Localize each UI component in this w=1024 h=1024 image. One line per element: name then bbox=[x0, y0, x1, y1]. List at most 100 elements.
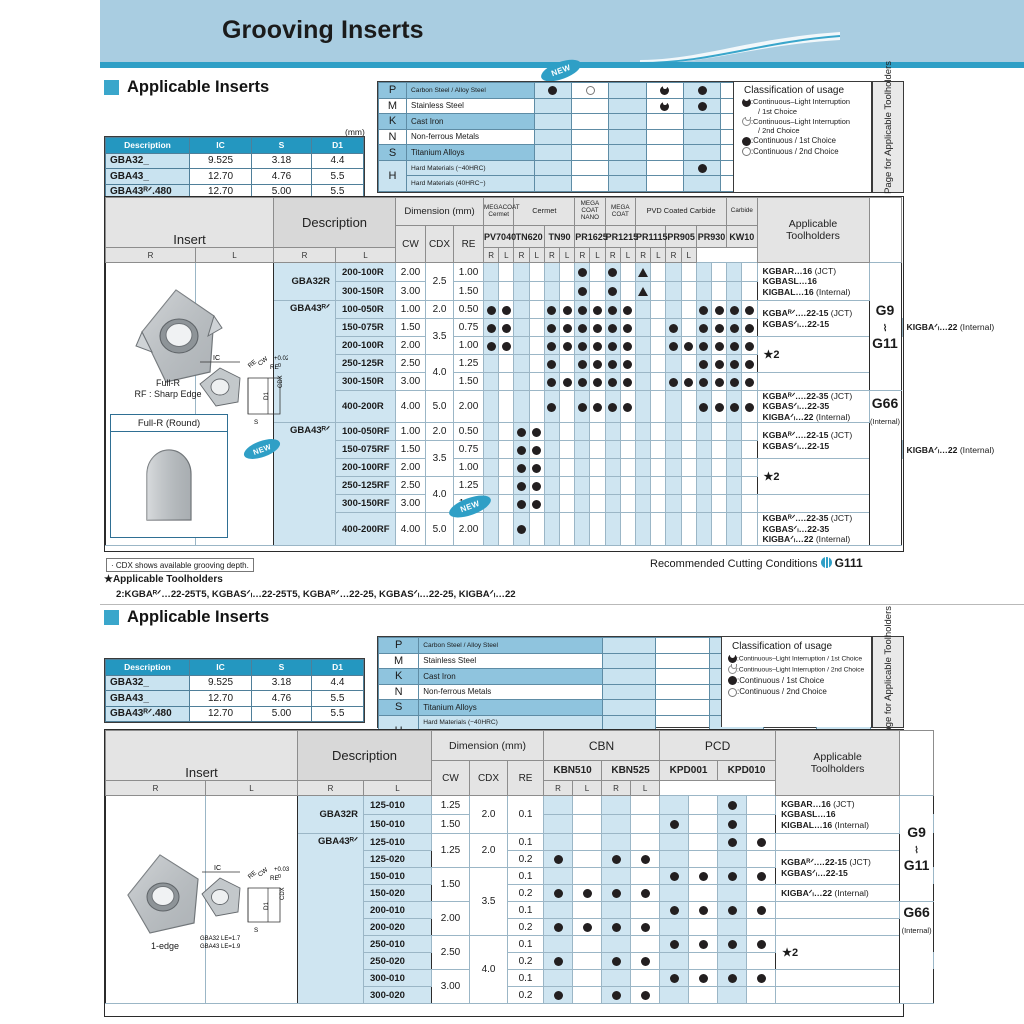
grade-mark-cell bbox=[483, 318, 500, 337]
grade-mark-cell bbox=[710, 372, 728, 391]
grade-mark-cell bbox=[680, 336, 697, 355]
section1-main-table: Insert Description Dimension (mm) MEGACOAT C… bbox=[104, 196, 994, 552]
filled-circle-icon bbox=[744, 359, 754, 369]
grade-mark-cell bbox=[619, 262, 637, 282]
grade-mark-cell bbox=[601, 918, 632, 936]
grade-mark-cell bbox=[574, 494, 591, 514]
desc-row: GBA43_ 12.70 4.76 5.5 bbox=[105, 690, 364, 707]
grade-mark-cell bbox=[695, 262, 712, 282]
grade-mark-cell bbox=[741, 354, 758, 373]
legend-line-1: :Continuous–Light Interruption / 1st Cho… bbox=[737, 655, 862, 663]
re-value: 1.25 bbox=[453, 476, 485, 496]
desc-header-3: D1 bbox=[311, 659, 364, 676]
filled-circle-icon bbox=[744, 341, 754, 351]
re-value: 0.75 bbox=[453, 440, 485, 460]
grade-mark-cell bbox=[572, 901, 603, 919]
table-row: 150-010 1.50 bbox=[106, 814, 934, 834]
insert-code: 200-100RF bbox=[335, 458, 397, 478]
toolholder-cell bbox=[775, 901, 901, 919]
toolholder-line-2: KIGBAᐟₗ…22 (Internal) bbox=[762, 411, 851, 422]
grade-mark-cell bbox=[572, 867, 603, 885]
cw-value: 1.25 bbox=[431, 833, 471, 868]
filled-circle-icon bbox=[714, 341, 724, 351]
grade-mark-cell bbox=[726, 300, 743, 319]
grade-mark-cell bbox=[528, 458, 545, 478]
filled-circle-icon bbox=[744, 305, 754, 315]
insert-code: 300-150R bbox=[335, 372, 397, 391]
filled-circle-icon bbox=[547, 402, 557, 412]
grade-mark-cell bbox=[483, 512, 500, 546]
filled-circle-icon bbox=[668, 341, 678, 351]
grade-mark-cell bbox=[710, 458, 728, 478]
grade-mark-cell bbox=[513, 354, 530, 373]
grade-KBN525: KBN525 bbox=[601, 760, 661, 781]
grade-mark-cell bbox=[659, 952, 690, 970]
grade-mark-cell bbox=[619, 336, 637, 355]
col-cw: CW bbox=[431, 760, 471, 796]
hand-R: R bbox=[273, 247, 337, 263]
filled-circle-icon bbox=[669, 820, 679, 830]
grade-mark-cell bbox=[741, 281, 758, 301]
toolholder-cell: KGBAᴿᐟ.…22-35 (JCT) KGBASᐟₗ…22-35 KIGBAᐟₗ…… bbox=[756, 512, 870, 546]
filled-circle-icon bbox=[553, 855, 563, 865]
filled-circle-icon bbox=[623, 377, 633, 387]
star-marker: ★2 bbox=[763, 471, 780, 484]
col-page-ref bbox=[868, 197, 902, 263]
re-value: 1.50 bbox=[453, 372, 485, 391]
grade-mark-cell bbox=[498, 512, 515, 546]
toolholder-cell: KGBAᴿᐟ.…22-35 (JCT) KGBASᐟₗ…22-35 KIGBAᐟₗ…… bbox=[756, 389, 870, 424]
grade-mark-cell bbox=[650, 512, 667, 546]
filled-circle-icon bbox=[577, 287, 587, 297]
iso-name-cell: Cast Iron bbox=[418, 668, 603, 685]
grade-mark-cell bbox=[680, 440, 697, 460]
section2-heading: Applicable Inserts bbox=[104, 608, 269, 627]
cdx-value: 5.0 bbox=[425, 389, 455, 424]
grade-mark-cell bbox=[528, 281, 545, 301]
insert-code: 150-010 bbox=[363, 867, 433, 885]
grade-mark-cell bbox=[665, 300, 682, 319]
half-filled-circle-icon bbox=[660, 85, 670, 95]
grade-mark-cell bbox=[665, 389, 682, 424]
filled-circle-icon bbox=[640, 889, 650, 899]
section1-full-r-round-box: Full-R (Round) bbox=[110, 414, 228, 538]
grade-mark-cell bbox=[680, 318, 697, 337]
table-row: GBA32R 125-010 1.25 2.0 0.1 KGBAR…16 (JCT) KGB… bbox=[105, 795, 935, 1004]
iso-mark-cell bbox=[533, 175, 573, 192]
grade-mark-cell bbox=[650, 318, 667, 337]
grade-mark-cell bbox=[483, 336, 500, 355]
grade-mark-cell bbox=[498, 422, 515, 442]
iso-mark-cell bbox=[571, 128, 610, 146]
page-g66: G66 bbox=[871, 395, 899, 411]
iso-mark-cell bbox=[683, 82, 722, 99]
grade-mark-cell bbox=[498, 354, 515, 373]
grade-mark-cell bbox=[528, 300, 545, 319]
grade-mark-cell bbox=[513, 372, 530, 391]
recommended-page-ref[interactable]: G111 bbox=[834, 556, 863, 570]
grade-mark-cell bbox=[659, 867, 690, 885]
re-value: 2.00 bbox=[453, 512, 485, 546]
desc-header-2: S bbox=[251, 659, 312, 676]
grade-mark-cell bbox=[483, 422, 500, 442]
grade-mark-cell bbox=[746, 814, 777, 834]
cw-value: 3.00 bbox=[395, 372, 427, 391]
iso-mark-cell bbox=[655, 652, 710, 669]
grade-mark-cell bbox=[680, 354, 697, 373]
cw-value: 2.00 bbox=[395, 262, 427, 282]
hand-L: L bbox=[589, 247, 606, 263]
filled-circle-icon bbox=[623, 305, 633, 315]
open-circle-icon bbox=[742, 146, 751, 156]
grade-mark-cell bbox=[688, 850, 719, 868]
filled-circle-icon bbox=[517, 428, 527, 438]
grade-mark-cell bbox=[746, 901, 777, 919]
toolholder-cell bbox=[775, 833, 901, 851]
grade-mark-cell bbox=[741, 458, 758, 478]
grade-mark-cell bbox=[574, 440, 591, 460]
grade-mark-cell bbox=[543, 494, 561, 514]
grade-mark-cell bbox=[710, 494, 728, 514]
grade-mark-cell bbox=[726, 422, 743, 442]
desc-ic: 12.70 bbox=[189, 183, 252, 200]
filled-circle-icon bbox=[727, 872, 737, 882]
grade-mark-cell bbox=[572, 952, 603, 970]
grade-mark-cell bbox=[543, 422, 561, 442]
grade-PR1115: PR1115 bbox=[635, 225, 668, 248]
